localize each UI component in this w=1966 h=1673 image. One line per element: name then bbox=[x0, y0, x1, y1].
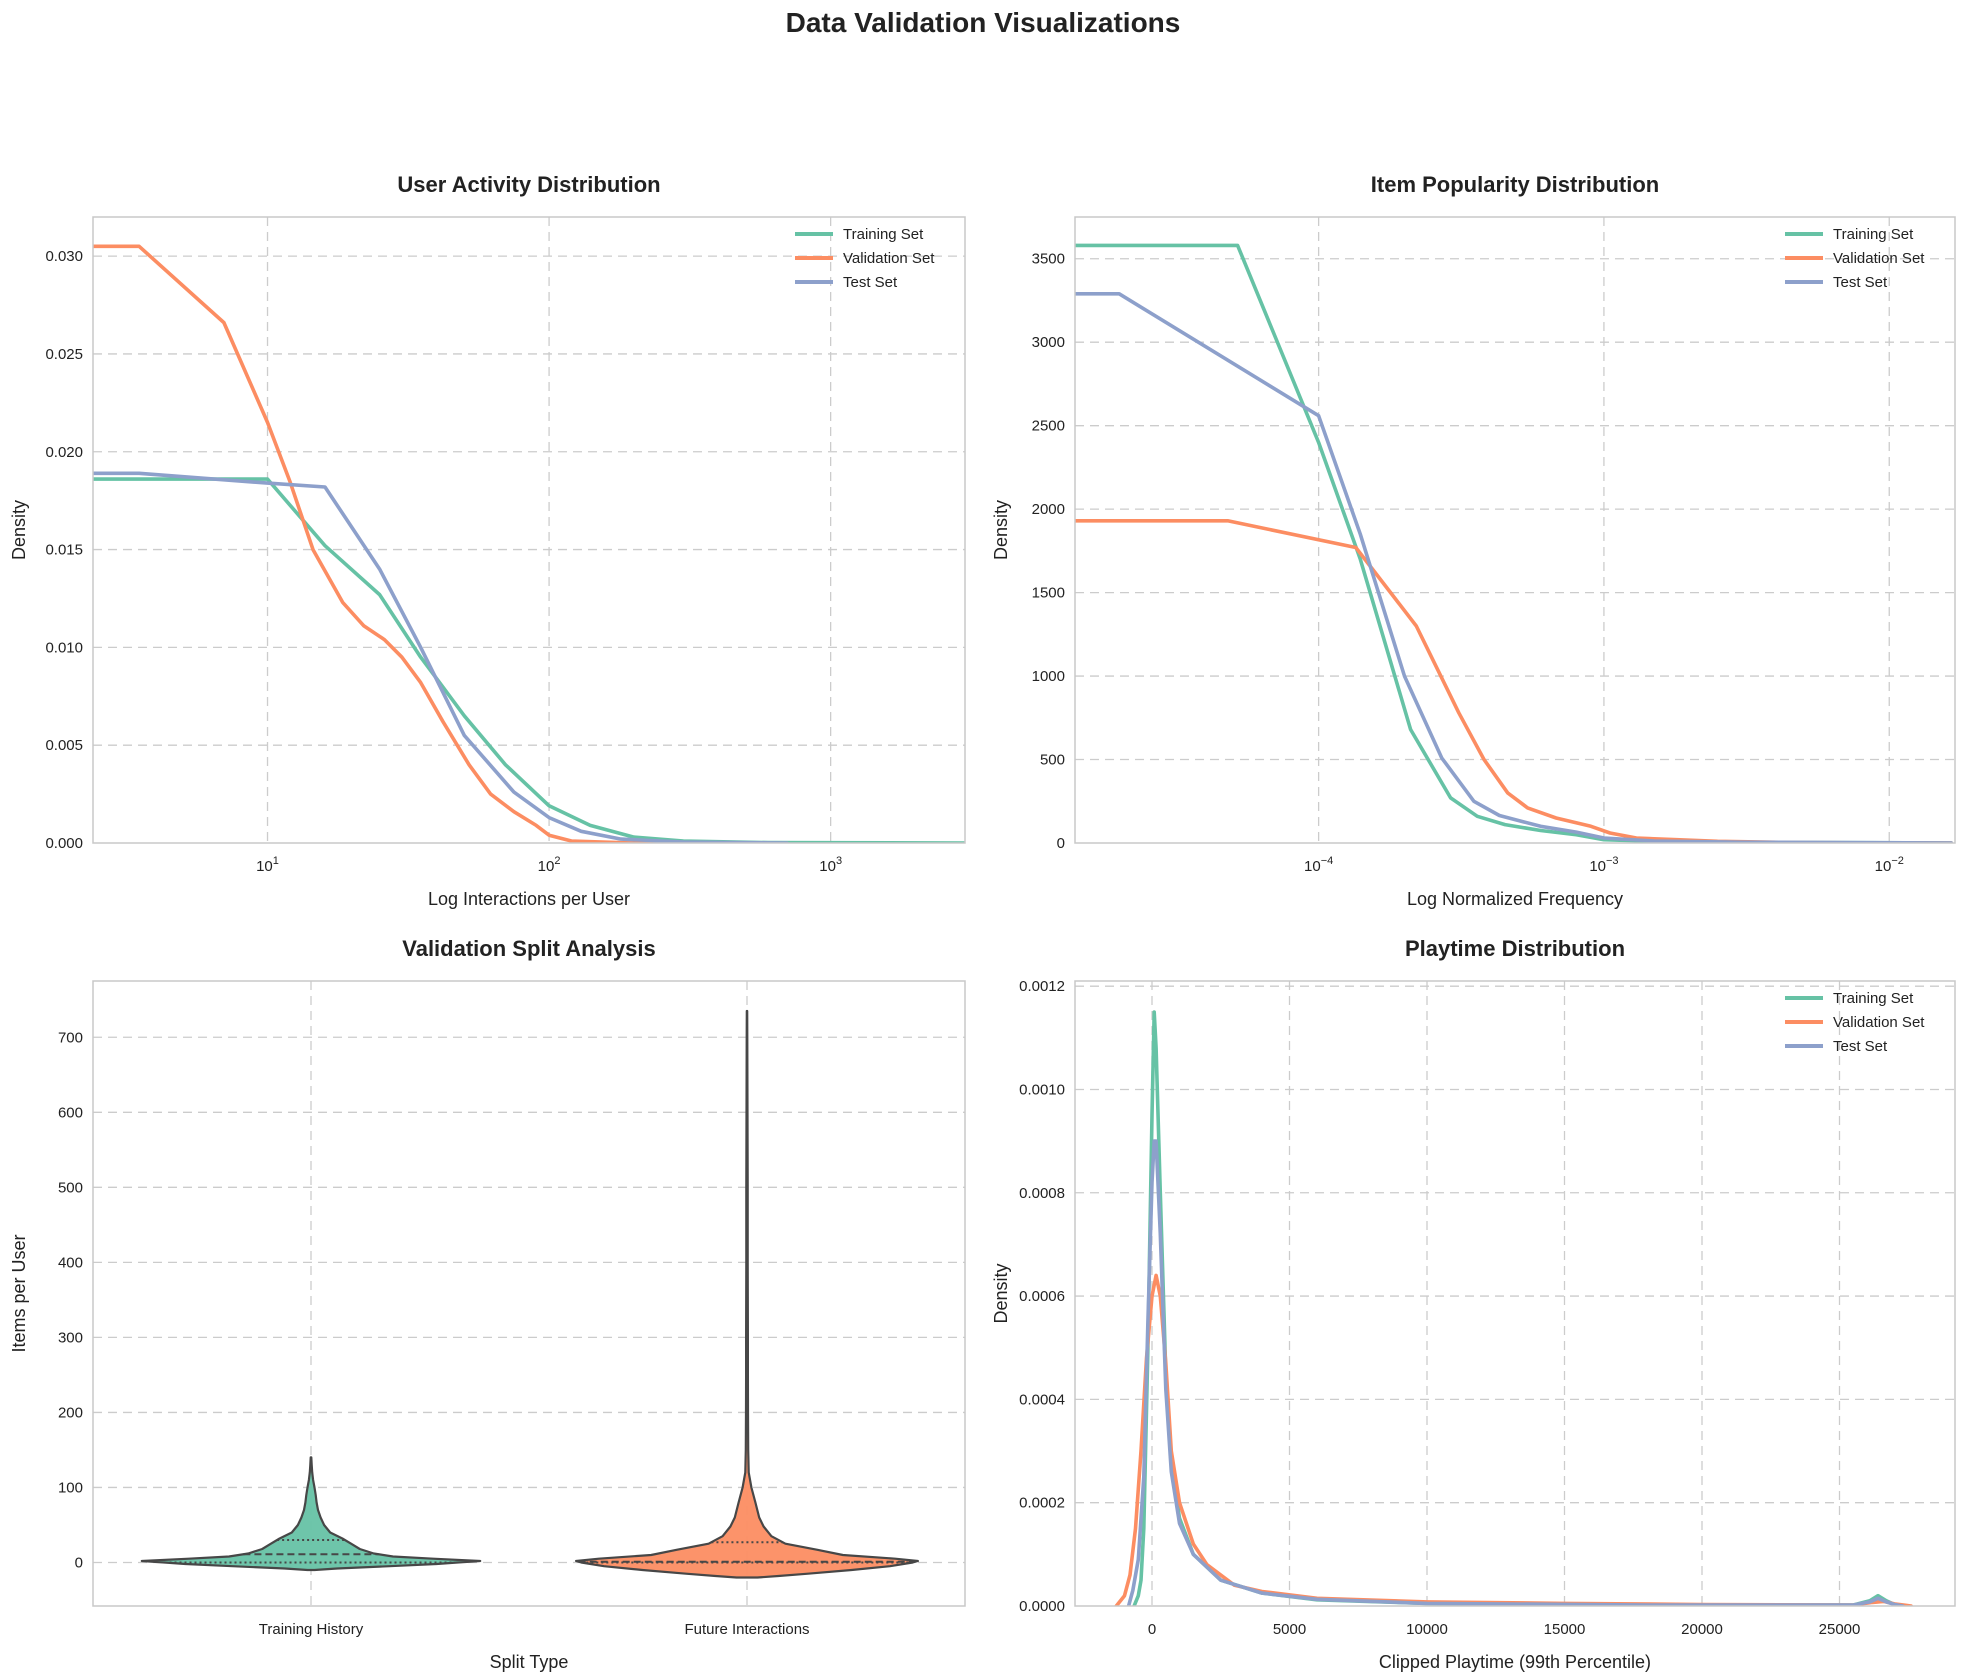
y-tick-label: 0.010 bbox=[45, 639, 83, 656]
x-axis-label: Log Interactions per User bbox=[428, 889, 630, 909]
y-tick-label: 0.0012 bbox=[1019, 978, 1065, 995]
violin-body bbox=[575, 1009, 919, 1579]
y-tick-label: 500 bbox=[58, 1179, 83, 1196]
x-tick-exponent: −3 bbox=[1606, 855, 1619, 867]
y-tick-label: 2500 bbox=[1032, 418, 1065, 435]
series-group bbox=[93, 244, 965, 843]
y-tick-label: 0.015 bbox=[45, 542, 83, 559]
series-line bbox=[1075, 243, 1954, 843]
y-tick-label: 1500 bbox=[1032, 585, 1065, 602]
series-line bbox=[1114, 1273, 1913, 1606]
x-tick-exponent: 3 bbox=[836, 855, 842, 867]
panel-4: 0.0000 0.0002 0.0004 0.0006 0.0008 0.0010 0.00… bbox=[991, 936, 1956, 1672]
series-group bbox=[1114, 1010, 1913, 1606]
y-axis-label: Items per User bbox=[9, 1234, 29, 1352]
y-axis-label: Density bbox=[9, 500, 29, 560]
series-group bbox=[1075, 243, 1954, 843]
panel-3: 0 100 200 300 400 500 600 700 Training History Fu… bbox=[9, 936, 966, 1672]
legend-label: Test Set bbox=[1833, 1038, 1888, 1055]
x-axis-label: Split Type bbox=[490, 1652, 569, 1672]
legend-label: Validation Set bbox=[843, 250, 935, 267]
x-tick-label: 10000 bbox=[1406, 1621, 1448, 1638]
x-tick-exponent: −4 bbox=[1321, 855, 1334, 867]
y-tick-label: 0.0004 bbox=[1019, 1391, 1065, 1408]
x-tick-label: 15000 bbox=[1544, 1621, 1586, 1638]
x-tick-exponent: 1 bbox=[273, 855, 279, 867]
x-tick-label: 0 bbox=[1148, 1621, 1156, 1638]
x-tick-label: Training History bbox=[259, 1621, 364, 1638]
x-tick-label: 103 bbox=[819, 855, 842, 875]
y-tick-label: 3500 bbox=[1032, 251, 1065, 268]
y-tick-label: 0.020 bbox=[45, 444, 83, 461]
x-tick-label: 102 bbox=[538, 855, 561, 875]
legend-label: Validation Set bbox=[1833, 250, 1925, 267]
panel-title: Item Popularity Distribution bbox=[1371, 172, 1659, 197]
y-tick-label: 700 bbox=[58, 1029, 83, 1046]
y-tick-label: 200 bbox=[58, 1404, 83, 1421]
y-tick-label: 1000 bbox=[1032, 668, 1065, 685]
panel-2: 0 500 1000 1500 2000 2500 3000 3500 10−4 10−3 10−2… bbox=[991, 172, 1956, 909]
figure-title: Data Validation Visualizations bbox=[786, 7, 1181, 38]
x-tick-label: 5000 bbox=[1273, 1621, 1306, 1638]
plot-frame bbox=[92, 216, 966, 844]
plot-frame bbox=[1074, 980, 1956, 1607]
series-line bbox=[93, 477, 965, 843]
plot-frame bbox=[92, 980, 966, 1607]
legend-label: Training Set bbox=[843, 226, 924, 243]
series-line bbox=[93, 471, 789, 843]
legend-label: Test Set bbox=[1833, 274, 1888, 291]
x-axis-label: Clipped Playtime (99th Percentile) bbox=[1379, 1652, 1651, 1672]
series-line bbox=[1132, 1010, 1905, 1606]
legend-label: Training Set bbox=[1833, 990, 1914, 1007]
y-tick-label: 500 bbox=[1040, 752, 1065, 769]
y-tick-label: 0.030 bbox=[45, 248, 83, 265]
x-tick-label: Future Interactions bbox=[684, 1621, 809, 1638]
y-tick-label: 100 bbox=[58, 1479, 83, 1496]
y-tick-label: 0.025 bbox=[45, 346, 83, 363]
y-tick-label: 2000 bbox=[1032, 501, 1065, 518]
y-tick-label: 0 bbox=[1057, 835, 1065, 852]
x-tick-exponent: −2 bbox=[1891, 855, 1904, 867]
y-tick-label: 0 bbox=[75, 1554, 83, 1571]
x-tick-label: 10−3 bbox=[1589, 855, 1618, 875]
y-tick-label: 0.000 bbox=[45, 835, 83, 852]
y-axis-label: Density bbox=[991, 1263, 1011, 1323]
legend-label: Test Set bbox=[843, 274, 898, 291]
panel-title: Validation Split Analysis bbox=[402, 936, 655, 961]
y-tick-label: 300 bbox=[58, 1329, 83, 1346]
plot-frame bbox=[1074, 216, 1956, 844]
x-tick-exponent: 2 bbox=[554, 855, 560, 867]
series-line bbox=[1075, 292, 1954, 843]
y-axis-label: Density bbox=[991, 500, 1011, 560]
legend-label: Training Set bbox=[1833, 226, 1914, 243]
panel-1: 0.000 0.005 0.010 0.015 0.020 0.025 0.030 101 10… bbox=[9, 172, 966, 909]
x-tick-label: 10−2 bbox=[1875, 855, 1904, 875]
y-tick-label: 0.005 bbox=[45, 737, 83, 754]
x-tick-label: 10−4 bbox=[1304, 855, 1333, 875]
y-tick-label: 3000 bbox=[1032, 334, 1065, 351]
x-tick-label: 20000 bbox=[1681, 1621, 1723, 1638]
y-tick-label: 400 bbox=[58, 1254, 83, 1271]
y-tick-label: 0.0002 bbox=[1019, 1495, 1065, 1512]
panel-title: Playtime Distribution bbox=[1405, 936, 1625, 961]
y-tick-label: 0.0010 bbox=[1019, 1081, 1065, 1098]
legend-label: Validation Set bbox=[1833, 1014, 1925, 1031]
series-line bbox=[1075, 519, 1954, 843]
panel-title: User Activity Distribution bbox=[397, 172, 660, 197]
x-tick-label: 25000 bbox=[1819, 1621, 1861, 1638]
x-tick-label: 101 bbox=[256, 855, 279, 875]
y-tick-label: 0.0000 bbox=[1019, 1598, 1065, 1615]
violin-body bbox=[140, 1456, 482, 1572]
y-tick-label: 600 bbox=[58, 1104, 83, 1121]
y-tick-label: 0.0008 bbox=[1019, 1185, 1065, 1202]
x-axis-label: Log Normalized Frequency bbox=[1407, 889, 1623, 909]
series-line bbox=[93, 244, 721, 843]
y-tick-label: 0.0006 bbox=[1019, 1288, 1065, 1305]
series-line bbox=[1126, 1139, 1905, 1606]
